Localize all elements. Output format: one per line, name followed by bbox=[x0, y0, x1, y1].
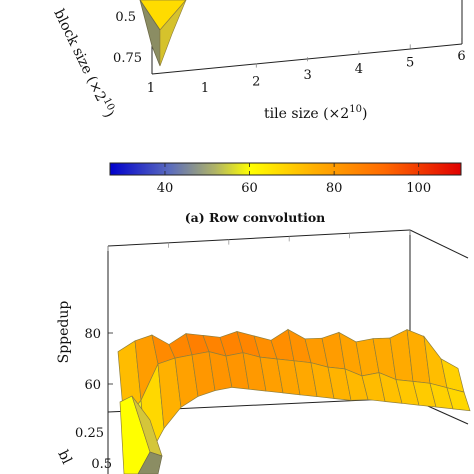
colorbar-tick-label: 40 bbox=[157, 181, 174, 196]
top-x-tick-label: 2 bbox=[252, 75, 260, 90]
colorbar-tick-label: 100 bbox=[406, 181, 431, 196]
top-surface-plot: 1 2 3 4 5 6 0.5 0.75 1 tile size (×210) block s… bbox=[50, 0, 466, 122]
top-x-tick-label: 6 bbox=[457, 49, 465, 64]
top-x-tick-label: 4 bbox=[355, 62, 363, 77]
top-x-axis-label: tile size (×210) bbox=[264, 104, 367, 122]
bottom-y-ticks: 0.25 0.5 bbox=[75, 426, 112, 472]
bottom-y-tick-label: 0.5 bbox=[91, 457, 112, 472]
top-x-tick-label: 1 bbox=[201, 81, 209, 96]
bottom-back-top-edge bbox=[107, 229, 411, 247]
colorbar-tick-label: 80 bbox=[326, 181, 343, 196]
top-y-axis-label: block size (×210) bbox=[50, 6, 118, 121]
top-y-tick-label: 0.5 bbox=[115, 10, 136, 25]
bottom-y-tick-label: 0.25 bbox=[75, 426, 104, 441]
top-front-axis-line bbox=[151, 43, 463, 75]
bottom-z-ticks: 60 80 bbox=[84, 327, 113, 393]
top-x-tick-label: 3 bbox=[303, 68, 311, 83]
bottom-z-axis-label: Sppedup bbox=[56, 301, 72, 364]
surface-patch bbox=[446, 387, 471, 412]
bottom-z-tick-label: 80 bbox=[84, 327, 101, 342]
bottom-y-axis-label: bl bbox=[54, 448, 75, 468]
top-y-ticks: 0.5 0.75 1 bbox=[113, 10, 155, 96]
top-y-tick-label: 1 bbox=[147, 81, 155, 96]
surface-patch bbox=[137, 451, 163, 474]
colorbar-tick-label: 60 bbox=[241, 181, 258, 196]
figure-caption: (a) Row convolution bbox=[185, 210, 326, 225]
top-y-tick-label: 0.75 bbox=[113, 51, 142, 66]
top-surface-patch-dark bbox=[159, 0, 187, 67]
bottom-z-tick-label: 60 bbox=[84, 378, 101, 393]
bottom-back-ticks bbox=[107, 230, 411, 251]
bottom-front-right-edge bbox=[409, 229, 469, 259]
top-x-ticks: 1 2 3 4 5 6 bbox=[201, 38, 466, 96]
top-x-tick-label: 5 bbox=[406, 55, 414, 70]
bottom-surface bbox=[117, 328, 471, 474]
colorbar: 40 60 80 100 bbox=[109, 162, 462, 196]
bottom-surface-plot: 60 80 0.25 0.5 Sppedup bl bbox=[54, 229, 471, 474]
colorbar-gradient bbox=[109, 162, 462, 176]
colorbar-ticks: 40 60 80 100 bbox=[157, 163, 431, 196]
